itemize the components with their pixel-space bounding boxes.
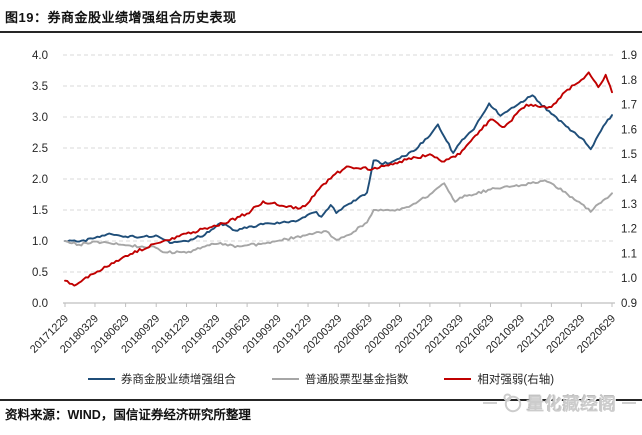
watermark: 量化藏经阁	[483, 390, 636, 415]
y-axis-right-tick-label: 1.3	[621, 199, 637, 211]
legend-label-fund-index: 普通股票型基金指数	[304, 374, 409, 386]
y-axis-right-tick-label: 0.9	[621, 298, 637, 310]
y-axis-right-tick-label: 1.0	[621, 273, 637, 285]
series-line-0	[64, 94, 613, 244]
legend-item-relative-strength: 相对强弱(右轴)	[444, 371, 554, 387]
y-axis-right-tick-label: 1.8	[621, 75, 637, 87]
y-axis-right-tick-label: 1.7	[621, 100, 637, 112]
y-axis-right-tick-label: 1.1	[621, 248, 637, 260]
legend-item-portfolio: 券商金股业绩增强组合	[87, 371, 236, 387]
relative-strength-line-swatch-icon	[444, 378, 472, 380]
y-axis-left-tick-label: 0.0	[32, 298, 48, 310]
watermark-right-line	[622, 401, 636, 404]
y-axis-left-tick-label: 4.0	[32, 50, 48, 62]
legend-item-fund-index: 普通股票型基金指数	[271, 371, 409, 387]
watermark-text: 量化藏经阁	[527, 395, 617, 414]
footer-divider	[0, 399, 642, 401]
y-axis-left-tick-label: 3.5	[32, 81, 48, 93]
y-axis-right-tick-label: 1.2	[621, 224, 637, 236]
y-axis-left-tick-label: 1.5	[32, 205, 48, 217]
watermark-left-line	[483, 401, 497, 404]
watermark-logo-icon	[503, 393, 522, 412]
chart-legend: 券商金股业绩增强组合 普通股票型基金指数 相对强弱(右轴)	[0, 371, 642, 387]
title-divider	[0, 31, 642, 33]
y-axis-right-tick-label: 1.5	[621, 149, 637, 161]
series-line-1	[64, 179, 613, 255]
legend-label-relative-strength: 相对强弱(右轴)	[477, 374, 555, 386]
y-axis-right-tick-label: 1.6	[621, 124, 637, 136]
y-axis-left-tick-label: 2.5	[32, 143, 48, 155]
y-axis-left-tick-label: 2.0	[32, 174, 48, 186]
y-axis-left-tick-label: 1.0	[32, 236, 48, 248]
portfolio-line-swatch-icon	[87, 378, 115, 380]
y-axis-right-tick-label: 1.4	[621, 174, 638, 186]
y-axis-left-tick-label: 0.5	[32, 267, 48, 279]
source-note: 资料来源：WIND，国信证券经济研究所整理	[5, 408, 251, 422]
page-title: 图19：券商金股业绩增强组合历史表现	[5, 10, 237, 25]
y-axis-left-tick-label: 3.0	[32, 112, 48, 124]
series-line-2	[64, 71, 613, 287]
legend-label-portfolio: 券商金股业绩增强组合	[120, 374, 236, 386]
y-axis-right-tick-label: 1.9	[621, 50, 637, 62]
fund-index-line-swatch-icon	[271, 378, 299, 380]
